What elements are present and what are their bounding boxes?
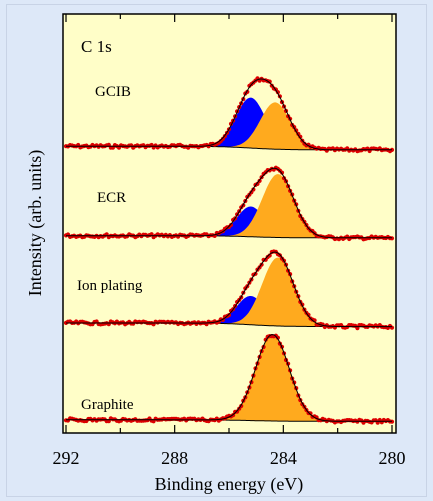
chart-title: C 1s xyxy=(81,37,112,56)
x-tick-label: 292 xyxy=(53,448,80,468)
panel-label: GCIB xyxy=(95,84,131,100)
data-point xyxy=(267,253,272,258)
x-tick-label: 288 xyxy=(161,448,188,468)
panel-gcib: GCIB xyxy=(63,76,395,154)
x-tick-label: 280 xyxy=(379,448,406,468)
data-point xyxy=(267,79,272,84)
data-point xyxy=(226,313,232,318)
panel-ion-plating: Ion plating xyxy=(63,249,395,331)
panel-graphite: Graphite xyxy=(63,333,395,425)
x-axis-label: Binding energy (eV) xyxy=(155,474,304,495)
peak-component-1 xyxy=(66,296,392,327)
panel-label: ECR xyxy=(97,190,126,206)
fit-envelope xyxy=(66,334,392,422)
data-point xyxy=(298,134,303,139)
fit-envelope xyxy=(66,78,392,151)
data-point xyxy=(255,181,260,186)
data-point xyxy=(235,409,240,414)
peak-component-1 xyxy=(66,97,392,150)
fit-envelope xyxy=(66,251,392,328)
panels: GCIB ECR Ion plating Graphite xyxy=(63,76,395,425)
data-point xyxy=(308,411,313,416)
fit-envelope xyxy=(66,167,392,239)
data-point xyxy=(306,312,311,317)
data-point xyxy=(275,335,280,340)
y-axis-label: Intensity (arb. units) xyxy=(25,150,46,296)
panel-label: Ion plating xyxy=(77,278,143,294)
peak-component-1 xyxy=(66,206,392,238)
plot-background xyxy=(62,13,397,434)
axes: 292 288 284 280 xyxy=(53,14,406,468)
panel-label: Graphite xyxy=(81,397,134,413)
x-tick-label: 284 xyxy=(270,448,297,468)
panel-ecr: ECR xyxy=(63,165,395,242)
